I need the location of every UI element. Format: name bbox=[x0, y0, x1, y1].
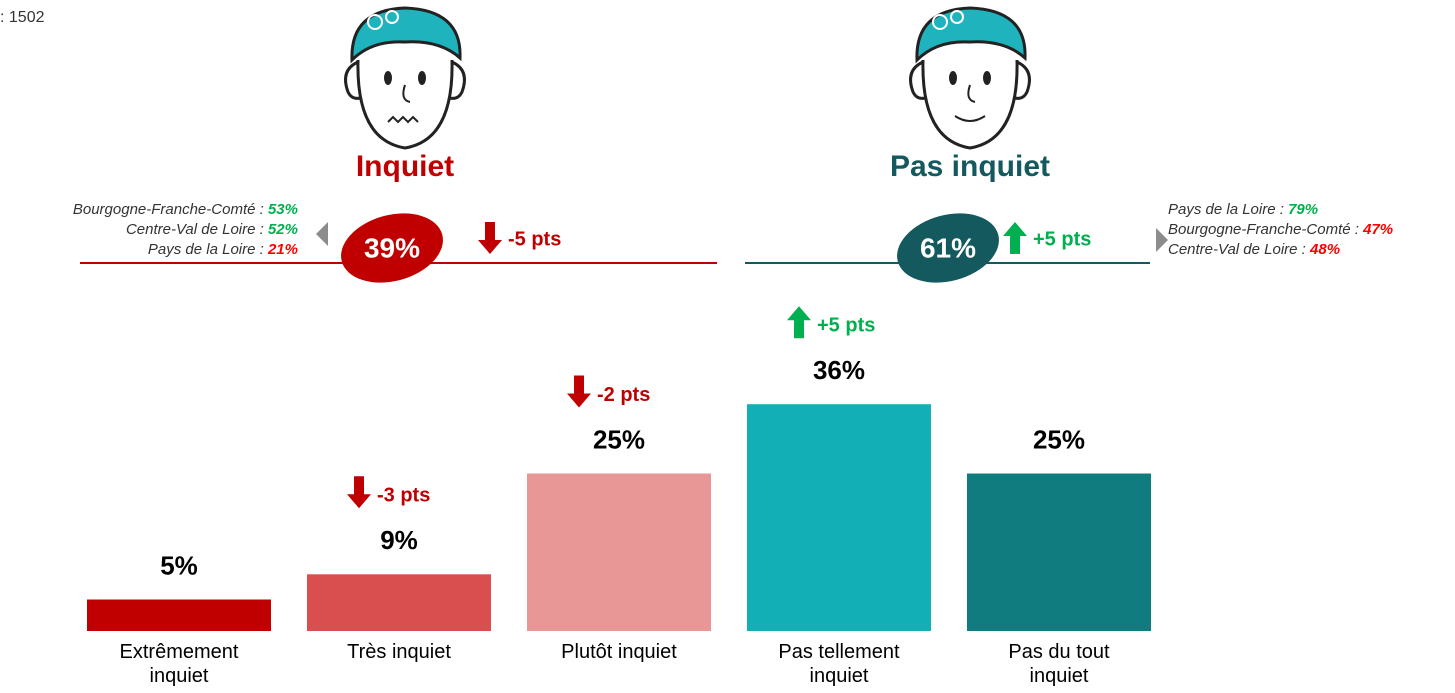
summary-value: 39% bbox=[364, 232, 420, 263]
change-arrow bbox=[567, 376, 591, 408]
bar bbox=[747, 404, 931, 631]
region-name: Centre-Val de Loire : bbox=[1168, 241, 1306, 258]
region-line: Pays de la Loire : 21% bbox=[148, 241, 298, 258]
region-name: Bourgogne-Franche-Comté : bbox=[73, 201, 264, 218]
category-label: Extrêmement inquiet bbox=[99, 640, 259, 688]
region-value: 47% bbox=[1362, 221, 1393, 238]
category-label: Pas du tout inquiet bbox=[979, 640, 1139, 688]
pointer bbox=[1156, 228, 1168, 252]
region-value: 52% bbox=[268, 221, 298, 238]
bar bbox=[87, 600, 271, 632]
value-label: 25% bbox=[593, 424, 645, 454]
chart: : 1502 Inquiet 39% -5 pts Bourgogne-Franche… bbox=[0, 0, 1455, 693]
bar bbox=[527, 474, 711, 632]
summary-title: Pas inquiet bbox=[890, 150, 1050, 183]
region-line: Pays de la Loire : 79% bbox=[1168, 201, 1318, 218]
change-arrow bbox=[478, 222, 502, 254]
pointer bbox=[316, 222, 328, 246]
value-label: 25% bbox=[1033, 424, 1085, 454]
page: : 1502 Inquiet 39% -5 pts Bourgogne-Franche… bbox=[0, 0, 1455, 693]
value-label: 36% bbox=[813, 355, 865, 385]
change-arrow bbox=[787, 306, 811, 338]
face-calm bbox=[911, 8, 1030, 148]
region-line: Centre-Val de Loire : 48% bbox=[1168, 241, 1340, 258]
summary-value: 61% bbox=[920, 232, 976, 263]
category-label: Plutôt inquiet bbox=[539, 640, 699, 664]
category-label: Très inquiet bbox=[319, 640, 479, 664]
region-value: 21% bbox=[267, 241, 298, 258]
bar bbox=[307, 574, 491, 631]
summary-change: -5 pts bbox=[508, 228, 561, 250]
region-line: Bourgogne-Franche-Comté : 47% bbox=[1168, 221, 1393, 238]
summary-change: +5 pts bbox=[1033, 228, 1091, 250]
bar bbox=[967, 474, 1151, 632]
value-label: 5% bbox=[160, 550, 198, 580]
face-worried bbox=[346, 8, 465, 148]
region-line: Bourgogne-Franche-Comté : 53% bbox=[73, 201, 298, 218]
region-value: 53% bbox=[268, 201, 298, 218]
region-line: Centre-Val de Loire : 52% bbox=[126, 221, 298, 238]
region-value: 48% bbox=[1309, 241, 1340, 258]
category-label: Pas tellement inquiet bbox=[759, 640, 919, 688]
region-name: Pays de la Loire : bbox=[1168, 201, 1284, 218]
value-label: 9% bbox=[380, 525, 418, 555]
change-arrow bbox=[347, 476, 371, 508]
change-label: -2 pts bbox=[597, 384, 650, 406]
region-name: Pays de la Loire : bbox=[148, 241, 264, 258]
note: : 1502 bbox=[0, 9, 45, 26]
summary-title: Inquiet bbox=[356, 150, 454, 183]
region-value: 79% bbox=[1288, 201, 1318, 218]
change-label: +5 pts bbox=[817, 314, 875, 336]
change-label: -3 pts bbox=[377, 485, 430, 507]
region-name: Bourgogne-Franche-Comté : bbox=[1168, 221, 1359, 238]
region-name: Centre-Val de Loire : bbox=[126, 221, 264, 238]
change-arrow bbox=[1003, 222, 1027, 254]
